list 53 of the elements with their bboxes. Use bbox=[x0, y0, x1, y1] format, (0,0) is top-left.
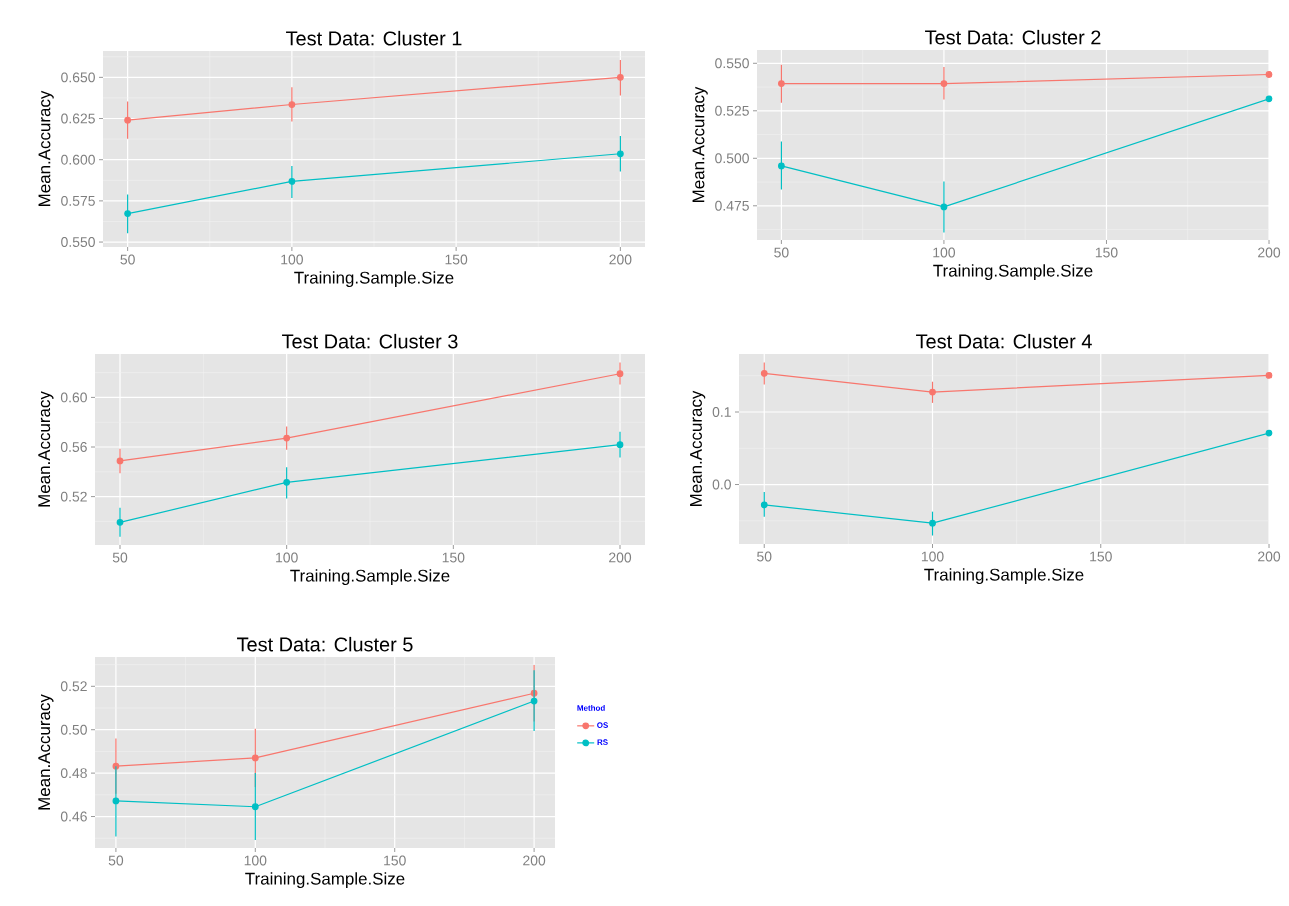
x-tick-label: 100 bbox=[244, 855, 267, 866]
x-tick-label: 50 bbox=[120, 254, 135, 265]
y-tick-label: 0.500 bbox=[715, 153, 749, 164]
y-tick-label: 0.46 bbox=[60, 811, 87, 822]
x-axis-title: Training.Sample.Size bbox=[294, 271, 454, 288]
y-axis-title: Mean.Accuracy bbox=[38, 90, 54, 206]
chart-title: Test Data: Cluster 4 bbox=[916, 333, 1092, 349]
chart-title: Test Data: Cluster 3 bbox=[282, 333, 458, 349]
y-tick-label: 0.60 bbox=[60, 392, 87, 403]
x-axis-title: Training.Sample.Size bbox=[924, 568, 1084, 585]
y-axis-title: Mean.Accuracy bbox=[38, 391, 54, 507]
x-tick-label: 100 bbox=[276, 552, 298, 563]
x-tick-label: 100 bbox=[281, 254, 303, 265]
y-tick-label: 0.1 bbox=[712, 407, 731, 417]
y-tick-label: 0.650 bbox=[61, 72, 95, 83]
y-tick-label: 0.550 bbox=[715, 58, 749, 69]
x-tick-label: 200 bbox=[1258, 551, 1281, 562]
x-tick-label: 150 bbox=[1090, 551, 1112, 562]
x-tick-label: 100 bbox=[921, 551, 944, 562]
x-axis-title: Training.Sample.Size bbox=[245, 872, 405, 889]
x-tick-label: 100 bbox=[933, 247, 956, 258]
y-tick-label: 0.52 bbox=[60, 681, 87, 692]
x-tick-label: 50 bbox=[108, 855, 124, 866]
y-tick-label: 0.50 bbox=[60, 724, 87, 735]
y-tick-label: 0.52 bbox=[60, 491, 87, 502]
x-tick-label: 50 bbox=[757, 551, 772, 562]
x-tick-label: 50 bbox=[774, 247, 789, 258]
x-tick-label: 200 bbox=[1258, 247, 1281, 258]
y-tick-label: 0.600 bbox=[61, 154, 95, 165]
y-tick-label: 0.550 bbox=[61, 237, 95, 247]
x-tick-label: 150 bbox=[384, 855, 406, 866]
chart-title: Test Data: Cluster 5 bbox=[237, 636, 413, 652]
x-axis-title: Training.Sample.Size bbox=[933, 264, 1093, 281]
y-tick-label: 0.48 bbox=[60, 768, 87, 779]
y-tick-label: 0.525 bbox=[715, 105, 749, 116]
x-tick-label: 200 bbox=[523, 855, 546, 866]
x-tick-label: 200 bbox=[609, 552, 632, 563]
y-tick-label: 0.475 bbox=[715, 200, 749, 211]
chart-title: Test Data: Cluster 2 bbox=[925, 29, 1101, 45]
y-tick-label: 0.0 bbox=[712, 479, 731, 490]
x-tick-label: 50 bbox=[112, 552, 128, 563]
y-tick-label: 0.575 bbox=[61, 195, 95, 206]
x-tick-label: 150 bbox=[1095, 247, 1118, 258]
x-tick-label: 150 bbox=[445, 254, 468, 265]
y-tick-label: 0.625 bbox=[61, 113, 95, 124]
chart-title: Test Data: Cluster 1 bbox=[286, 30, 462, 46]
y-axis-title: Mean.Accuracy bbox=[38, 694, 54, 810]
y-axis-title: Mean.Accuracy bbox=[690, 390, 706, 506]
y-axis-title: Mean.Accuracy bbox=[692, 86, 708, 202]
x-tick-label: 200 bbox=[609, 254, 632, 265]
y-tick-label: 0.56 bbox=[60, 442, 87, 452]
x-axis-title: Training.Sample.Size bbox=[290, 569, 450, 586]
x-tick-label: 150 bbox=[442, 552, 465, 563]
